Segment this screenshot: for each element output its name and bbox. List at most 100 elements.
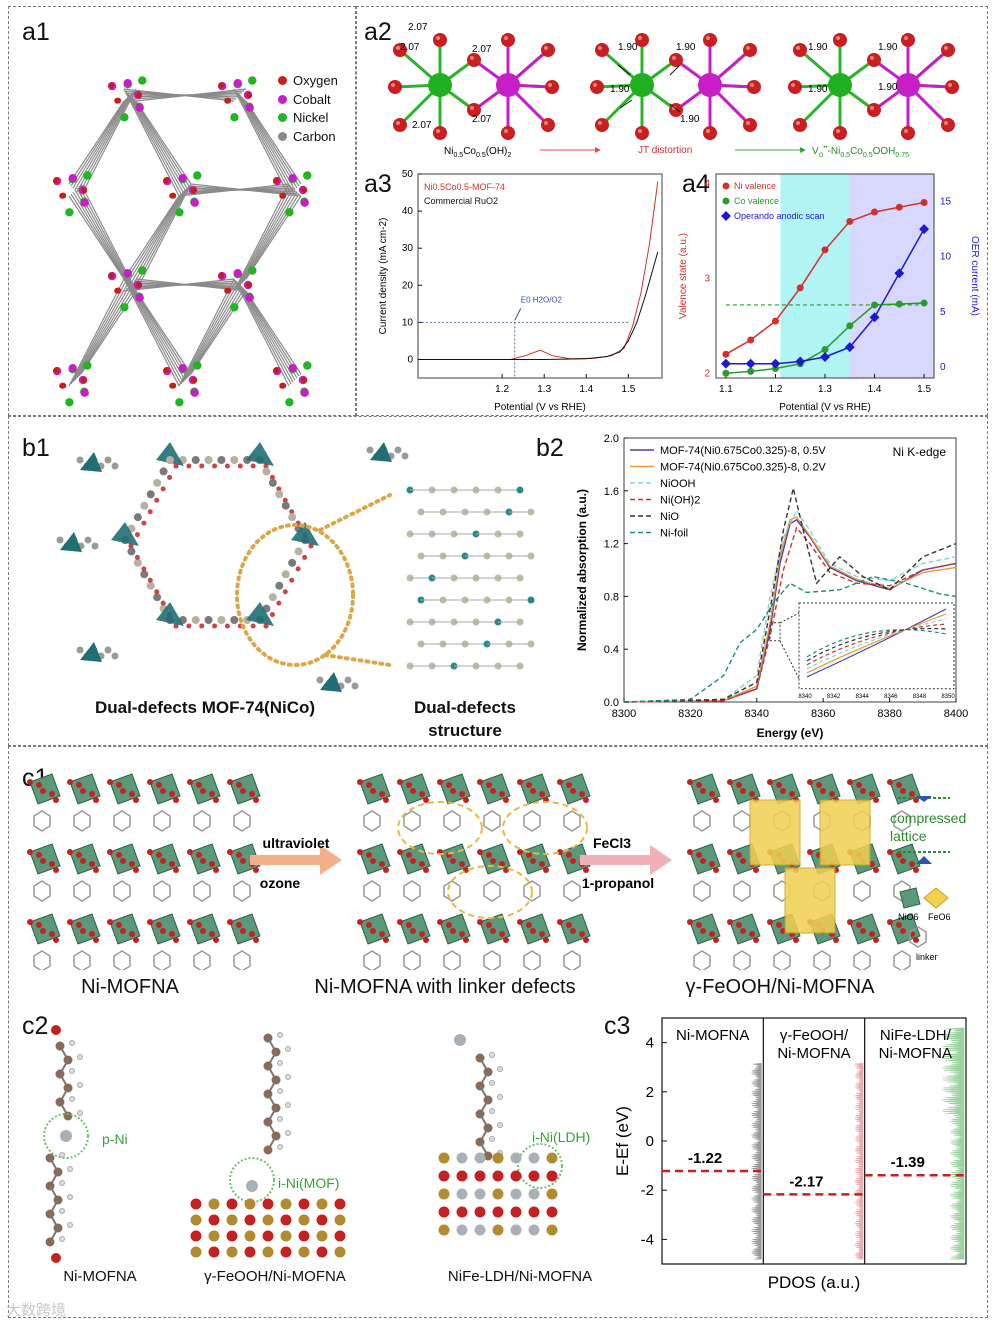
a2-oxygen — [590, 80, 604, 94]
c1-oxygen — [909, 791, 915, 797]
c2-lattice-atom — [280, 1230, 292, 1242]
b2-legend-label: MOF-74(Ni0.675Co0.325)-8, 0.2V — [660, 462, 826, 474]
c1-oxygen — [860, 928, 866, 934]
panel-a1-frame — [8, 6, 356, 416]
c2-hydrogen — [69, 1040, 75, 1046]
c1-oxygen — [749, 931, 755, 937]
c2-lattice-atom — [190, 1214, 202, 1226]
c2-site-label-2: i-Ni(MOF) — [278, 1175, 339, 1191]
a3-legend-red: Ni0.5Co0.5-MOF-74 — [424, 182, 505, 192]
b1-fragment-atom — [351, 682, 359, 690]
c1-oxygen — [156, 922, 162, 928]
a4-series-1-point — [771, 317, 779, 325]
c2-lattice-atom — [280, 1214, 292, 1226]
c2-lattice-atom — [244, 1198, 256, 1210]
a1-atom — [300, 198, 309, 207]
a1-atom — [169, 382, 176, 389]
c2-lattice-atom — [208, 1198, 220, 1210]
c1-caption-1: Ni-MOFNA — [81, 976, 179, 998]
a1-atom — [68, 364, 77, 373]
b1-polyhedron — [320, 672, 342, 692]
c1-oxygen — [539, 861, 545, 867]
b2-ytick-label: 1.6 — [604, 486, 619, 498]
b1-fragment-atom — [104, 456, 112, 464]
a2-arrow-1-head — [595, 147, 601, 153]
a4-ytick-label-right: 5 — [940, 307, 946, 318]
a4-series-1-point — [722, 350, 730, 358]
c1-oxygen — [530, 928, 536, 934]
b2-inset-curve — [806, 629, 947, 658]
c2-lattice-atom — [226, 1246, 238, 1258]
c1-linker — [73, 950, 91, 970]
c1-oxygen — [566, 852, 572, 858]
a1-atom — [245, 293, 254, 302]
c1-oxygen — [887, 849, 893, 855]
b1-zoom-line-bottom — [323, 653, 392, 667]
c1-linker — [403, 880, 421, 902]
a1-atom — [193, 361, 202, 370]
a2-oxygen — [793, 43, 807, 57]
c1-oxygen — [856, 922, 862, 928]
c1-oxygen — [196, 922, 202, 928]
c2-hydrogen — [277, 1116, 283, 1122]
a1-atom — [303, 171, 312, 180]
c1-linker — [33, 950, 51, 970]
c2-ldh-atom — [510, 1224, 522, 1236]
c1-oxygen — [49, 931, 55, 937]
a2-oxygen — [901, 33, 915, 47]
a1-linker — [237, 187, 294, 288]
c1-oxygen — [129, 861, 135, 867]
c1-oxygen — [116, 852, 122, 858]
c2-carbon — [483, 1151, 493, 1161]
a2-oxygen-highlight — [638, 36, 642, 40]
c1-oxygen — [829, 791, 835, 797]
a1-atom — [303, 361, 312, 370]
a4-ytick-label-right: 15 — [940, 197, 952, 208]
a4-series-2-point — [895, 300, 903, 308]
c1-oxygen — [423, 867, 429, 873]
b1-polyhedron — [156, 602, 184, 626]
c1-oxygen — [503, 797, 509, 803]
c1-oxygen — [780, 788, 786, 794]
c1-oxygen — [76, 852, 82, 858]
a4-ytick-label-left: 4 — [704, 178, 710, 189]
c1-oxygen — [847, 919, 853, 925]
a2-oxygen-highlight — [791, 83, 795, 87]
b1-carbon — [275, 581, 284, 590]
c1-linker — [403, 810, 421, 832]
c2-hydrogen — [489, 1080, 495, 1086]
c3-ytick-label: -4 — [641, 1231, 654, 1248]
b1-carbon — [217, 616, 226, 624]
b1-detail-atom — [516, 574, 524, 582]
a2-oxygen-highlight — [470, 106, 474, 110]
c2-ldh-atom — [438, 1188, 450, 1200]
c2-lattice-atom — [280, 1198, 292, 1210]
b1-carbon — [275, 490, 284, 499]
c1-oxygen — [209, 861, 215, 867]
c1-oxygen — [486, 852, 492, 858]
a2-bond-4: 2.07 — [412, 120, 432, 131]
a2-oxygen — [669, 53, 683, 67]
b1-oxygen — [224, 623, 230, 629]
c1-oxygen — [740, 788, 746, 794]
c1-oxygen — [249, 791, 255, 797]
c2-hydrogen — [285, 1046, 291, 1052]
c1-oxygen — [713, 867, 719, 873]
c1-oxygen — [490, 858, 496, 864]
a2-oxygen-highlight — [836, 36, 840, 40]
a2-oxygen-highlight — [396, 121, 400, 125]
c1-side-label-2: lattice — [890, 828, 927, 844]
a2-cobalt — [698, 73, 722, 97]
c1-key-feo6-icon — [923, 887, 949, 909]
c2-lattice-atom — [316, 1230, 328, 1242]
c1-oxygen — [93, 937, 99, 943]
c1-oxygen — [437, 779, 443, 785]
a2-oxygen — [501, 33, 515, 47]
c1-oxygen — [869, 791, 875, 797]
a4-legend-marker — [722, 182, 730, 190]
c1-oxygen — [40, 858, 46, 864]
a1-atom — [108, 82, 115, 89]
c1-linker — [563, 950, 581, 970]
b2-zoom-line — [779, 612, 800, 624]
c1-oxygen — [856, 782, 862, 788]
